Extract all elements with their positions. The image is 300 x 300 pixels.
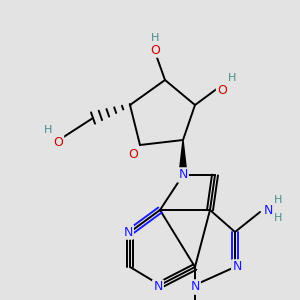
Text: O: O (150, 44, 160, 56)
Text: H: H (151, 33, 159, 43)
Text: H: H (274, 195, 282, 205)
Text: H: H (274, 213, 282, 223)
Text: N: N (123, 226, 133, 238)
Text: H: H (44, 125, 52, 135)
Text: N: N (153, 280, 163, 293)
Text: N: N (232, 260, 242, 274)
Text: O: O (53, 136, 63, 148)
Polygon shape (179, 140, 187, 175)
Text: O: O (128, 148, 138, 161)
Text: N: N (178, 169, 188, 182)
Text: N: N (190, 280, 200, 293)
Text: N: N (263, 203, 273, 217)
Text: H: H (228, 73, 236, 83)
Text: O: O (217, 83, 227, 97)
